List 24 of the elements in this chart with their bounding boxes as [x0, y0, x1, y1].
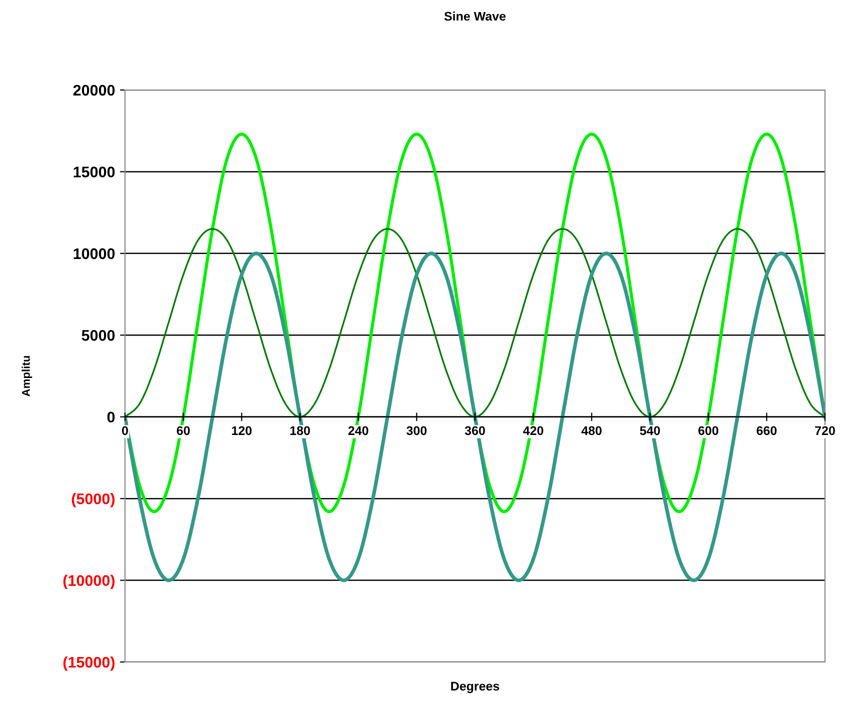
- x-axis-title: Degrees: [451, 682, 500, 694]
- y-tick-label: 10000: [74, 248, 115, 260]
- x-tick-label: 480: [581, 426, 602, 436]
- y-tick-label: 15000: [74, 166, 115, 178]
- x-tick-label: 300: [406, 426, 427, 436]
- x-tick-label: 0: [122, 426, 128, 436]
- x-tick-label: 240: [348, 426, 368, 436]
- x-tick-label: 600: [698, 426, 718, 436]
- x-tick-label: 120: [232, 426, 252, 436]
- y-tick-label: (10000): [63, 574, 115, 589]
- y-tick-label: 0: [107, 412, 115, 423]
- x-tick-label: 660: [756, 426, 777, 436]
- x-tick-label: 60: [176, 426, 190, 436]
- y-tick-label: 20000: [73, 84, 115, 96]
- y-tick-label: (15000): [63, 656, 115, 671]
- x-tick-label: 180: [290, 426, 310, 436]
- y-tick-label: 5000: [82, 330, 115, 341]
- y-axis-title: Amplitu: [22, 356, 32, 396]
- x-tick-label: 360: [464, 426, 485, 436]
- x-tick-label: 540: [640, 426, 660, 436]
- x-tick-label: 720: [815, 426, 835, 436]
- chart-title: Sine Wave: [444, 11, 506, 21]
- x-tick-label: 420: [523, 426, 544, 436]
- y-tick-label: (5000): [72, 493, 115, 508]
